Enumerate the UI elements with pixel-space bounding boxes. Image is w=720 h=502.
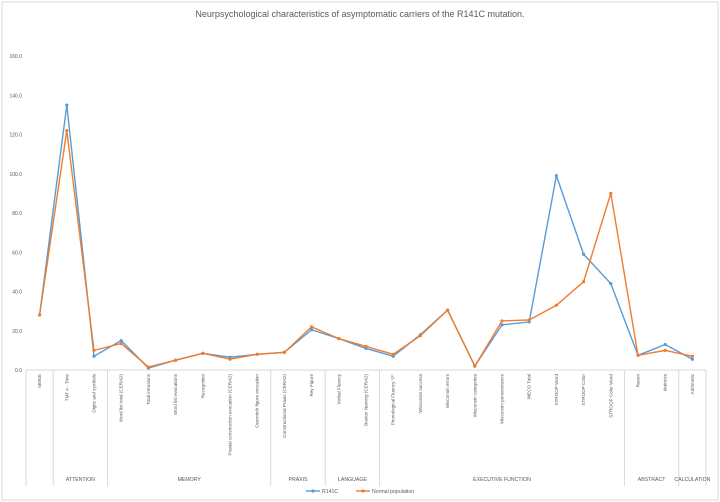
data-point <box>391 352 395 356</box>
x-tick-label: Praxial construction evocation (CERAD) <box>228 374 233 456</box>
x-tick-label: Matrices <box>663 373 668 391</box>
data-point <box>282 350 286 354</box>
data-point <box>364 344 368 349</box>
y-tick-label: 40.0 <box>12 290 22 296</box>
x-tick-label: Verbal Fluency <box>336 373 341 404</box>
data-point <box>663 342 667 347</box>
x-tick-label: Recognition <box>200 374 205 399</box>
data-point <box>500 323 504 327</box>
data-point <box>418 334 422 338</box>
y-tick-label: 60.0 <box>12 250 22 256</box>
data-point <box>146 365 150 369</box>
x-tick-label: Constructional Praxis (CERAD) <box>282 374 287 438</box>
x-tick-label: Wisconsin success <box>418 373 423 413</box>
data-point <box>310 325 314 329</box>
x-tick-label: Wisconsin categories <box>472 373 477 417</box>
data-point <box>446 308 450 312</box>
x-tick-label: Wisconsin errors <box>445 373 450 408</box>
x-tick-label: Arithmetic <box>690 373 695 394</box>
data-point <box>582 280 586 284</box>
data-point <box>609 282 613 286</box>
y-tick-label: 160.0 <box>9 54 22 60</box>
data-point <box>663 348 667 352</box>
data-point <box>65 103 69 107</box>
data-point <box>92 354 96 358</box>
y-tick-label: 140.0 <box>9 93 22 99</box>
data-point <box>554 174 559 178</box>
x-tick-label: Digits and symbols <box>92 373 97 412</box>
data-point <box>201 351 205 355</box>
group-label: ATTENTION <box>66 477 95 483</box>
group-label: ABSTRACT <box>638 477 667 483</box>
y-tick-label: 120.0 <box>9 133 22 139</box>
x-tick-label: STROOP Color <box>581 374 586 406</box>
data-point <box>92 348 96 352</box>
data-point <box>690 357 695 361</box>
group-label: PRAXIS <box>288 477 308 483</box>
x-tick-label: Rey Figure <box>309 374 314 397</box>
x-tick-label: MMSE <box>37 374 42 388</box>
data-point <box>554 303 559 307</box>
data-point <box>119 341 123 346</box>
x-tick-label: STROOP Color Word <box>608 374 613 418</box>
x-tick-label: Osterrieth figure evocation <box>255 374 260 428</box>
x-tick-label: Phonological Fluency "P" <box>391 374 396 426</box>
x-tick-label: Word list total (CERAD) <box>119 374 124 423</box>
y-tick-label: 0.0 <box>15 368 22 374</box>
data-point <box>609 191 613 195</box>
data-point <box>255 352 259 356</box>
group-label: CALCULATION <box>674 477 710 483</box>
chart-title: Neurpsychological characteristics of asy… <box>195 9 524 19</box>
group-label: EXECUTIVE FUNCTION <box>473 477 531 483</box>
x-tick-label: Total intrusions <box>146 373 151 404</box>
x-tick-label: Boston Naming (CERAD) <box>364 374 369 426</box>
data-point <box>636 353 640 357</box>
data-point <box>228 357 232 361</box>
data-point <box>174 358 178 362</box>
x-tick-label: Wisconsin perseverance <box>500 374 505 424</box>
y-tick-label: 100.0 <box>9 172 22 178</box>
x-tick-label: TMT A - Time <box>64 374 69 402</box>
data-point <box>527 318 531 322</box>
y-tick-label: 20.0 <box>12 329 22 335</box>
x-tick-label: INECO Total <box>527 374 532 399</box>
x-tick-label: Raven <box>636 374 641 388</box>
y-tick-label: 80.0 <box>12 211 22 217</box>
data-point <box>500 319 504 323</box>
data-point <box>473 364 477 368</box>
data-point <box>337 337 341 341</box>
legend-label: Normal population <box>372 489 414 495</box>
data-point <box>38 313 42 317</box>
group-label: MEMORY <box>178 477 202 483</box>
legend-marker <box>361 489 365 493</box>
data-point <box>65 128 69 133</box>
data-point <box>119 338 123 343</box>
data-point <box>690 354 695 358</box>
data-point <box>310 328 314 332</box>
x-tick-label: Word list evocations <box>173 373 178 415</box>
legend-label: R141C <box>322 489 338 495</box>
legend-marker <box>311 489 315 493</box>
x-tick-label: STROOP Word <box>554 374 559 406</box>
data-point <box>582 252 586 256</box>
group-label: LANGUAGE <box>338 477 367 483</box>
